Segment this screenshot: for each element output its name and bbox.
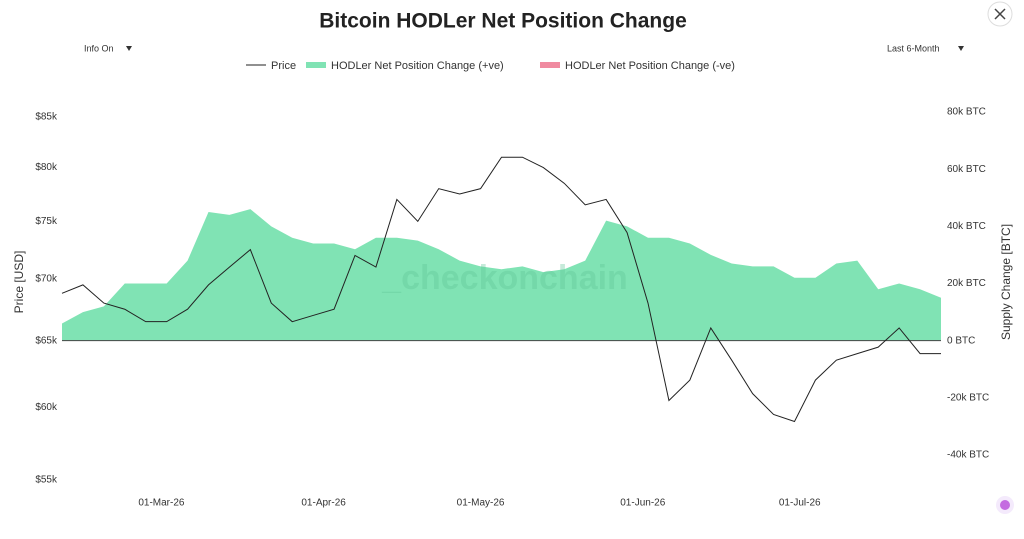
x-tick-label: 01-Apr-26 [301, 498, 346, 509]
dropdown-arrow[interactable] [958, 46, 964, 51]
legend-label: HODLer Net Position Change (+ve) [331, 60, 504, 72]
area [62, 209, 941, 341]
y2-tick-label: -40k BTC [947, 450, 989, 461]
y-tick-label: $55k [35, 475, 58, 486]
dropdown-arrow[interactable] [126, 46, 132, 51]
y-tick-label: $80k [35, 162, 58, 173]
y-tick-label: $70k [35, 274, 58, 285]
legend-swatch [540, 62, 560, 68]
y2-axis-label: Supply Change [BTC] [999, 224, 1013, 340]
watermark: _checkonchain [381, 259, 628, 297]
legend-swatch [306, 62, 326, 68]
x-tick-label: 01-Mar-26 [138, 498, 185, 509]
y-axis-label: Price [USD] [12, 251, 26, 314]
plot [61, 156, 941, 423]
y2-tick-label: 20k BTC [947, 278, 986, 289]
y2-tick-label: -20k BTC [947, 392, 989, 403]
chart-title: Bitcoin HODLer Net Position Change [319, 10, 687, 33]
x-tick-label: 01-Jul-26 [779, 498, 821, 509]
y2-tick-label: 40k BTC [947, 221, 986, 232]
y2-tick-label: 0 BTC [947, 335, 975, 346]
y-tick-label: $60k [35, 402, 58, 413]
y-tick-label: $85k [35, 112, 58, 123]
y-tick-label: $65k [35, 335, 58, 346]
close-button[interactable] [987, 1, 1013, 27]
legend-label: Price [271, 60, 296, 72]
y2-tick-label: 80k BTC [947, 107, 986, 118]
x-tick-label: 01-Jun-26 [620, 498, 665, 509]
x-tick-label: 01-May-26 [457, 498, 505, 509]
legend-label: HODLer Net Position Change (-ve) [565, 60, 735, 72]
info-toggle[interactable]: Info On [84, 43, 114, 53]
y2-tick-label: 60k BTC [947, 164, 986, 175]
y-tick-label: $75k [35, 216, 58, 227]
range-select[interactable]: Last 6-Month [887, 43, 940, 53]
price-line [61, 156, 941, 423]
app-icon[interactable] [996, 496, 1014, 514]
